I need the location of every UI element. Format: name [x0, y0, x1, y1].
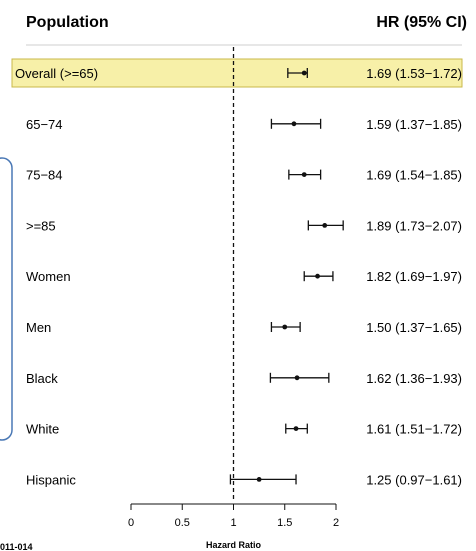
row-hr-value: 1.59 (1.37−1.85)	[366, 117, 462, 132]
x-tick-label: 0.5	[175, 517, 190, 529]
row-label: 65−74	[26, 117, 63, 132]
row-hr-value: 1.89 (1.73−2.07)	[366, 218, 462, 233]
row-label: >=85	[26, 218, 56, 233]
row-label: 75−84	[26, 168, 63, 183]
row-label: Hispanic	[26, 472, 76, 487]
row-label: Overall (>=65)	[15, 66, 98, 81]
row-label: Women	[26, 269, 71, 284]
row-highlight	[11, 58, 463, 88]
hr-point	[291, 121, 297, 127]
row-hr-value: 1.62 (1.36−1.93)	[366, 371, 462, 386]
population-header: Population	[26, 14, 109, 31]
x-axis-label: Hazard Ratio	[206, 540, 262, 550]
row-label: Black	[26, 371, 58, 386]
row-hr-value: 1.69 (1.53−1.72)	[366, 66, 462, 81]
x-tick-label: 1.5	[277, 517, 292, 529]
row-hr-value: 1.61 (1.51−1.72)	[366, 422, 462, 437]
row-label: White	[26, 422, 59, 437]
row-hr-value: 1.50 (1.37−1.65)	[366, 320, 462, 335]
hr-point	[301, 172, 307, 178]
side-accent-box	[0, 157, 13, 441]
hr-point	[282, 324, 288, 330]
hr-point	[293, 426, 299, 431]
x-tick-label: 2	[333, 517, 339, 529]
footnote: 011-014	[0, 542, 33, 551]
row-hr-value: 1.25 (0.97−1.61)	[366, 472, 462, 487]
hr-point	[322, 223, 328, 228]
x-tick-label: 1	[230, 517, 236, 529]
row-label: Men	[26, 320, 51, 335]
hr-point	[315, 273, 320, 279]
hr-header: HR (95% CI)	[376, 14, 467, 31]
hr-point	[294, 375, 300, 381]
row-hr-value: 1.69 (1.54−1.85)	[366, 168, 462, 183]
row-hr-value: 1.82 (1.69−1.97)	[366, 269, 462, 284]
hr-point	[256, 477, 262, 482]
x-tick-label: 0	[128, 517, 134, 529]
hr-point	[301, 70, 307, 76]
